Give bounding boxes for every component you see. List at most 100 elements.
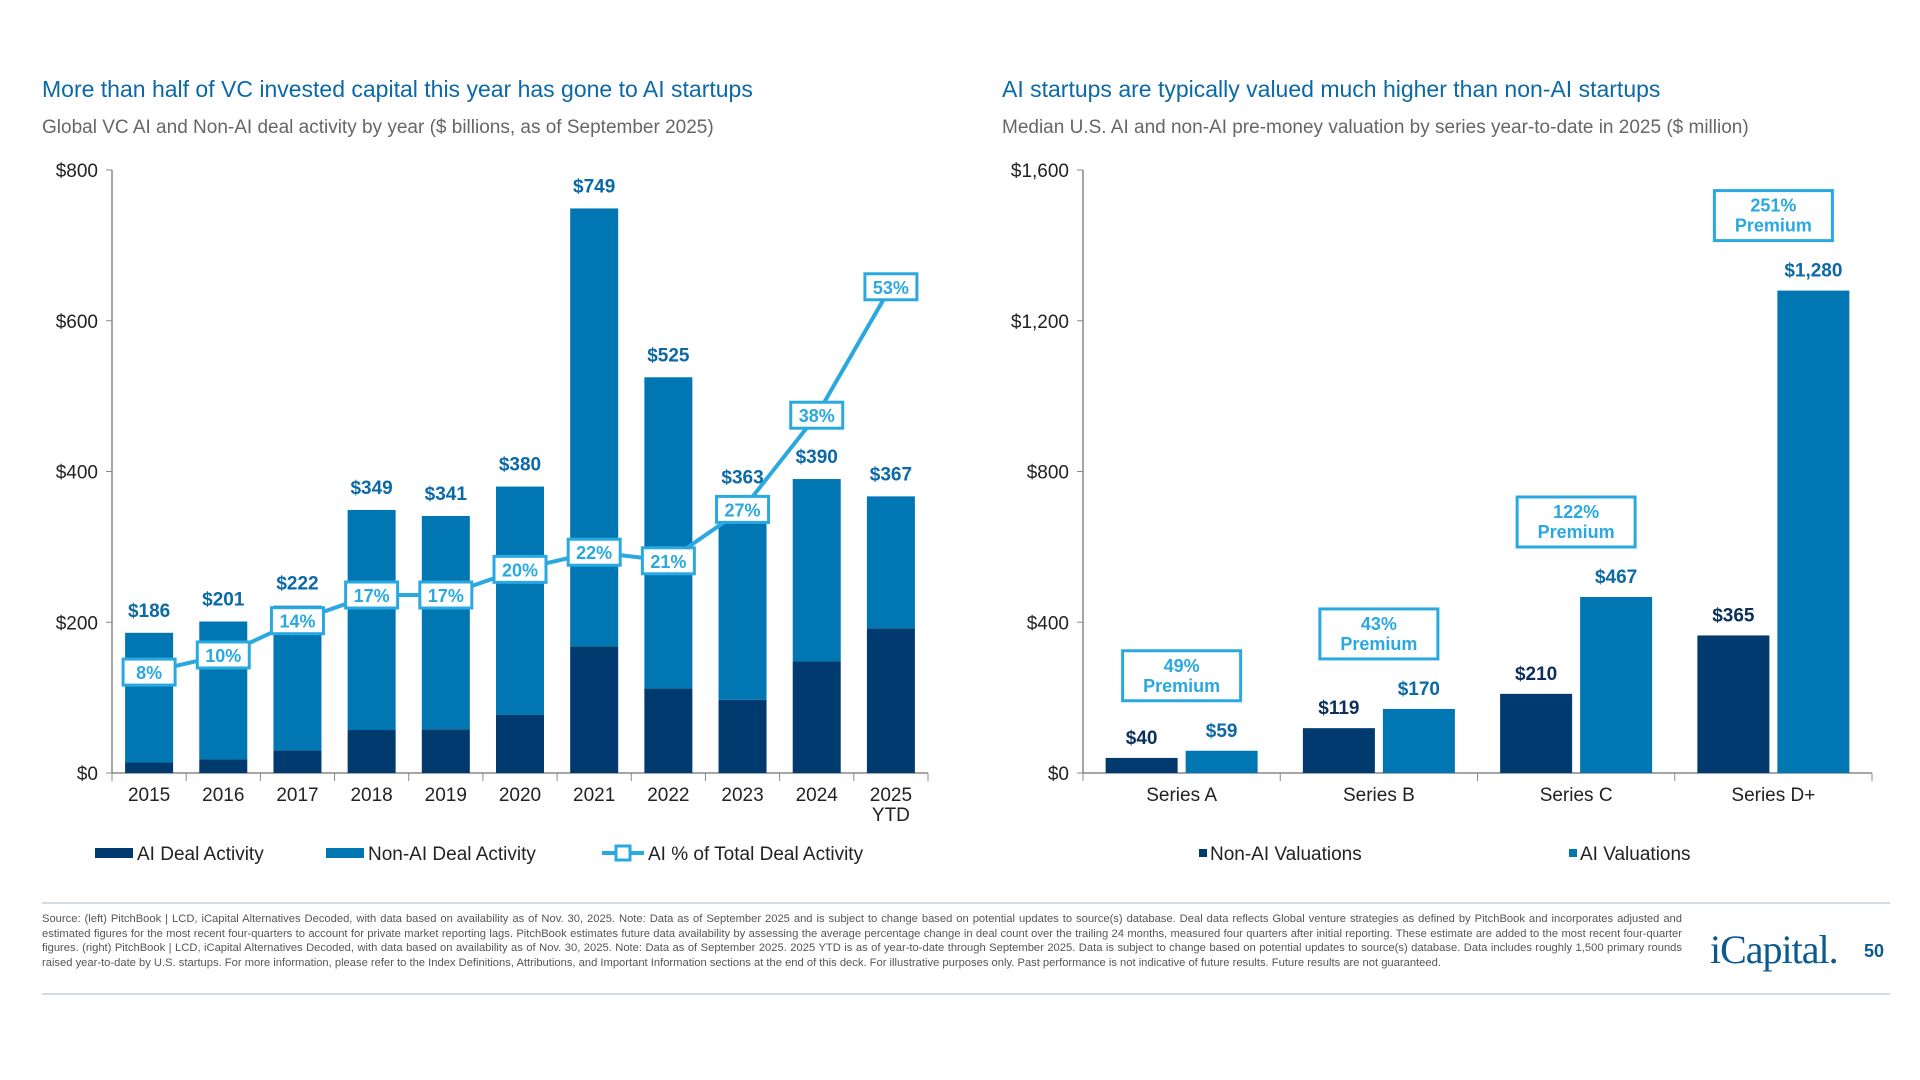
- left-y-tick-label: $200: [56, 613, 98, 634]
- non-ai-deal-bar: [718, 499, 767, 700]
- ai-value-label: $59: [1206, 721, 1238, 742]
- total-label: $390: [796, 447, 838, 468]
- right-y-tick-label: $1,200: [1011, 312, 1069, 333]
- legend-ai-label: AI Deal Activity: [137, 844, 264, 865]
- x-tick-label: 2023: [721, 785, 763, 806]
- legend-pct-label: AI % of Total Deal Activity: [648, 844, 864, 865]
- ai-pct-marker: [566, 537, 622, 567]
- premium-label: Premium: [1538, 522, 1615, 542]
- ai-deal-bar: [125, 762, 174, 773]
- x-tick-label: YTD: [872, 805, 910, 826]
- divider-top: [42, 902, 1890, 904]
- ai-pct-marker: [121, 657, 177, 687]
- x-tick-label: Series C: [1540, 785, 1613, 806]
- non-ai-deal-bar: [125, 632, 174, 763]
- footnote: Source: (left) PitchBook | LCD, iCapital…: [42, 913, 1682, 969]
- divider-bottom: [42, 993, 1890, 995]
- non-ai-deal-bar: [644, 377, 693, 689]
- legend-non-ai-label: Non-AI Deal Activity: [368, 844, 536, 865]
- ai-valuation-bar: [1580, 596, 1653, 773]
- non-ai-valuation-bar: [1105, 757, 1178, 773]
- ai-pct-label: 17%: [354, 586, 390, 606]
- left-chart-subtitle: Global VC AI and Non-AI deal activity by…: [42, 117, 714, 138]
- legend-ai-swatch: [1569, 849, 1577, 857]
- ai-pct-marker: [344, 580, 400, 610]
- non-ai-deal-bar: [421, 515, 470, 730]
- legend-non-ai-label: Non-AI Valuations: [1210, 844, 1362, 865]
- ai-valuation-bar: [1185, 750, 1258, 773]
- non-ai-value-label: $119: [1318, 698, 1359, 719]
- right-y-tick-label: $800: [1027, 463, 1069, 484]
- non-ai-deal-bar: [496, 486, 544, 715]
- legend-non-ai-swatch: [1199, 849, 1207, 857]
- right-y-tick-label: $400: [1027, 613, 1069, 634]
- left-y-tick-label: $400: [56, 463, 98, 484]
- ai-value-label: $467: [1595, 567, 1637, 588]
- right-chart-title: AI startups are typically valued much hi…: [1002, 76, 1661, 102]
- ai-deal-bar: [718, 699, 767, 773]
- ai-valuation-bar: [1777, 290, 1850, 773]
- non-ai-deal-bar: [792, 479, 841, 662]
- ai-pct-marker: [640, 546, 696, 576]
- ai-deal-bar: [792, 661, 841, 773]
- x-tick-label: 2016: [202, 785, 244, 806]
- ai-pct-marker: [492, 554, 548, 584]
- ai-pct-marker: [195, 640, 251, 670]
- ai-pct-label: 27%: [725, 500, 761, 520]
- ai-pct-marker: [269, 606, 325, 636]
- right-y-tick-label: $0: [1048, 764, 1069, 785]
- ai-pct-marker: [789, 400, 845, 430]
- non-ai-valuation-bar: [1697, 635, 1770, 773]
- non-ai-deal-bar: [570, 208, 619, 647]
- left-chart-title: More than half of VC invested capital th…: [42, 76, 753, 102]
- premium-pct-label: 43%: [1361, 614, 1397, 634]
- ai-pct-label: 38%: [799, 406, 835, 426]
- ai-pct-label: 14%: [279, 612, 315, 632]
- total-label: $349: [350, 478, 392, 499]
- x-tick-label: 2021: [573, 785, 615, 806]
- total-label: $749: [573, 176, 615, 197]
- premium-label: Premium: [1340, 634, 1417, 654]
- ai-deal-bar: [421, 729, 470, 773]
- left-y-tick-label: $0: [77, 764, 98, 785]
- total-label: $367: [870, 464, 912, 485]
- ai-pct-label: 10%: [205, 646, 241, 666]
- total-label: $201: [202, 589, 245, 610]
- ai-pct-label: 22%: [576, 543, 612, 563]
- legend-ai-label: AI Valuations: [1580, 844, 1691, 865]
- non-ai-value-label: $365: [1712, 605, 1755, 626]
- right-y-tick-label: $1,600: [1011, 161, 1069, 182]
- ai-pct-marker: [863, 272, 919, 302]
- ai-pct-label: 20%: [502, 560, 538, 580]
- legend-non-ai-swatch: [326, 848, 364, 858]
- non-ai-valuation-bar: [1302, 728, 1375, 773]
- premium-annotation-box: [1712, 189, 1834, 243]
- left-y-tick-label: $600: [56, 312, 98, 333]
- premium-label: Premium: [1143, 676, 1220, 696]
- premium-pct-label: 122%: [1553, 502, 1599, 522]
- x-tick-label: Series D+: [1731, 785, 1815, 806]
- legend-pct-marker: [614, 844, 632, 862]
- premium-annotation-box: [1318, 607, 1440, 661]
- total-label: $380: [499, 455, 541, 476]
- non-ai-valuation-bar: [1500, 693, 1573, 773]
- ai-deal-bar: [273, 750, 322, 773]
- x-tick-label: 2017: [276, 785, 318, 806]
- ai-value-label: $170: [1398, 679, 1440, 700]
- ai-valuation-bar: [1382, 708, 1455, 773]
- x-tick-label: 2018: [350, 785, 392, 806]
- right-chart-subtitle: Median U.S. AI and non-AI pre-money valu…: [1002, 117, 1749, 138]
- ai-pct-label: 17%: [428, 586, 464, 606]
- ai-pct-label: 53%: [873, 278, 909, 298]
- total-label: $525: [647, 345, 690, 366]
- total-label: $341: [425, 484, 468, 505]
- non-ai-deal-bar: [347, 509, 396, 731]
- non-ai-value-label: $210: [1515, 664, 1557, 685]
- legend-ai-swatch: [95, 848, 133, 858]
- x-tick-label: Series A: [1146, 785, 1217, 806]
- ai-pct-label: 8%: [136, 663, 162, 683]
- ai-deal-bar: [644, 688, 693, 773]
- x-tick-label: 2022: [647, 785, 689, 806]
- page-number: 50: [1864, 941, 1885, 961]
